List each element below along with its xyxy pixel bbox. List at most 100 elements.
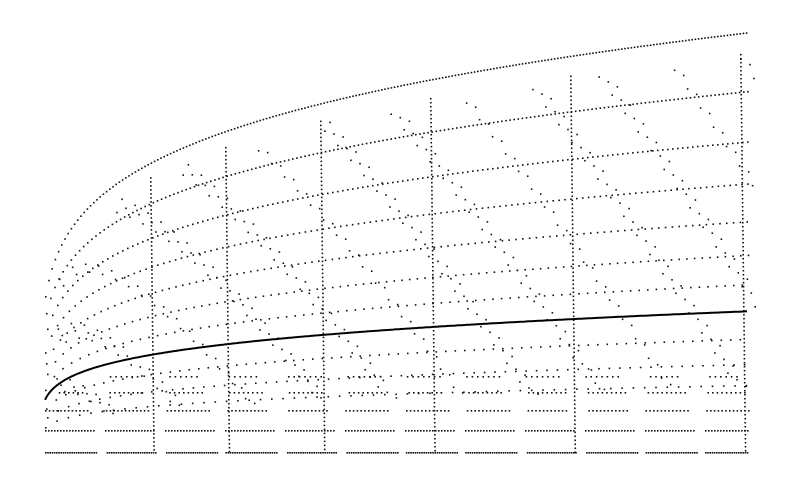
curve-dot	[195, 281, 198, 283]
row-dot	[137, 452, 139, 454]
vertical-dot	[320, 128, 322, 131]
scatter-dot	[192, 340, 195, 343]
scatter-dot	[515, 368, 517, 370]
row-dot	[243, 452, 245, 454]
curve-dot	[669, 41, 671, 44]
scatter-dot	[621, 318, 624, 321]
scatter-dot	[524, 374, 526, 376]
row-dot	[492, 430, 494, 432]
scatter-dot	[551, 312, 554, 314]
curve-dot	[185, 188, 187, 191]
curve-dot	[429, 392, 431, 394]
vertical-dot	[430, 109, 432, 112]
row-dot	[619, 452, 621, 454]
curve-dot	[331, 357, 333, 359]
row-dot	[735, 452, 738, 454]
row-dot	[661, 452, 663, 454]
curve-dot	[461, 73, 463, 76]
row-dot	[687, 410, 689, 412]
vertical-dot	[227, 326, 229, 329]
curve-dot	[611, 49, 613, 52]
row-dot	[564, 452, 566, 454]
vertical-dot	[432, 313, 435, 316]
scatter-dot	[624, 112, 626, 115]
row-dot	[679, 410, 682, 412]
row-dot	[302, 392, 305, 394]
scatter-dot	[329, 121, 331, 124]
scatter-dot	[439, 368, 442, 370]
row-dot	[564, 392, 567, 394]
curve-dot	[739, 338, 742, 341]
scatter-dot	[563, 115, 565, 118]
row-dot	[45, 430, 47, 432]
scatter-dot	[617, 305, 620, 307]
vertical-dot	[431, 193, 433, 196]
curve-dot	[79, 357, 81, 360]
curve-dot	[702, 365, 704, 367]
row-dot	[309, 376, 312, 378]
curve-dot	[162, 233, 164, 235]
curve-dot	[747, 183, 749, 185]
curve-dot	[678, 258, 680, 261]
row-dot	[328, 452, 331, 454]
row-dot	[716, 452, 718, 454]
curve-dot	[351, 223, 354, 226]
vertical-dot	[228, 398, 230, 401]
row-dot	[504, 430, 506, 432]
curve-dot	[384, 88, 386, 90]
curve-dot	[347, 189, 349, 191]
curve-dot	[730, 339, 732, 341]
curve-dot	[431, 131, 433, 133]
curve-dot	[519, 389, 522, 392]
curve-dot	[493, 206, 495, 208]
scatter-dot	[472, 300, 474, 303]
scatter-dot	[511, 355, 513, 358]
vertical-dot	[743, 349, 746, 352]
vertical-dot	[573, 383, 576, 386]
row-dot	[87, 430, 89, 432]
scatter-dot	[608, 299, 611, 301]
curve-dot	[522, 203, 525, 205]
curve-dot	[350, 395, 352, 397]
curve-dot	[153, 160, 156, 163]
vertical-dot	[572, 243, 574, 246]
curve-dot	[247, 209, 249, 211]
scatter-dot	[623, 215, 625, 218]
curve-dot	[481, 241, 483, 244]
scatter-dot	[477, 216, 480, 218]
curve-dot	[121, 179, 124, 181]
row-dot	[374, 376, 376, 378]
curve-dot	[312, 358, 314, 360]
curve-dot	[346, 309, 348, 312]
vertical-dot	[433, 385, 436, 388]
curve-dot	[697, 38, 700, 40]
vertical-dot	[323, 424, 326, 427]
curve-dot	[372, 184, 374, 187]
curve-dot	[393, 86, 396, 88]
vertical-dot	[430, 153, 433, 156]
curve-dot	[644, 102, 647, 104]
scatter-dot	[434, 152, 437, 155]
vertical-dot	[573, 335, 575, 338]
curve-dot	[493, 271, 496, 273]
curve-dot	[265, 117, 268, 120]
row-dot	[617, 452, 619, 454]
vertical-dot	[573, 399, 576, 402]
curve-dot	[187, 225, 189, 227]
curve-dot	[712, 223, 714, 225]
curve-dot	[374, 141, 376, 143]
curve-dot	[457, 300, 460, 303]
curve-dot	[369, 221, 372, 223]
vertical-dot	[228, 450, 231, 453]
curve-dot	[437, 175, 439, 177]
curve-dot	[52, 314, 54, 317]
vertical-dot	[433, 417, 436, 420]
row-dot	[485, 410, 488, 412]
row-dot	[587, 392, 590, 394]
row-dot	[624, 430, 626, 432]
vertical-dot	[573, 327, 575, 330]
curve-dot	[504, 370, 507, 373]
curve-dot	[157, 159, 159, 161]
curve-dot	[636, 103, 638, 105]
curve-dot	[45, 296, 47, 298]
